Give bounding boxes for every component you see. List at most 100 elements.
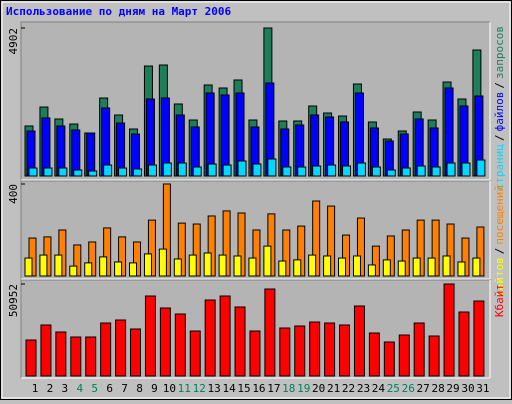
bar	[222, 164, 232, 177]
x-tick-label: 4	[76, 382, 83, 395]
bar	[69, 265, 78, 277]
bar	[353, 305, 365, 377]
bar	[443, 283, 455, 377]
x-tick-label: 10	[163, 382, 176, 395]
x-tick-label: 5	[91, 382, 98, 395]
bar	[70, 336, 82, 377]
x-tick-label: 7	[121, 382, 128, 395]
x-tick-label: 22	[342, 382, 355, 395]
bar	[40, 324, 52, 377]
bar	[86, 132, 96, 177]
bar	[162, 162, 172, 177]
x-tick-label: 23	[357, 382, 370, 395]
bar	[129, 262, 138, 277]
x-tick-label: 25	[387, 382, 400, 395]
legend-entry: файлов	[493, 92, 506, 132]
x-tick-label: 27	[417, 382, 430, 395]
x-tick-label: 16	[252, 382, 265, 395]
bar	[145, 98, 155, 177]
x-tick-label: 2	[47, 382, 54, 395]
bar	[189, 330, 201, 377]
x-tick-label: 6	[106, 382, 113, 395]
legend: страниц / файлов / запросов	[493, 26, 506, 190]
bar	[207, 163, 217, 177]
bar	[203, 252, 212, 277]
legend: сайтов / посещений	[493, 185, 506, 297]
bar	[188, 254, 197, 277]
bar	[371, 166, 381, 177]
bar	[159, 307, 171, 377]
bar	[309, 321, 321, 377]
bar	[84, 262, 93, 277]
x-tick-label: 19	[297, 382, 310, 395]
bar	[100, 322, 112, 377]
x-tick-label: 14	[222, 382, 236, 395]
bar	[173, 258, 182, 277]
y-tick-label: 4902	[7, 28, 20, 55]
bar	[264, 288, 276, 377]
bar	[39, 254, 48, 277]
bar	[352, 255, 361, 277]
bar	[323, 255, 332, 277]
bar	[338, 257, 347, 277]
bar	[368, 332, 380, 377]
x-tick-label: 15	[237, 382, 250, 395]
x-tick-label: 13	[208, 382, 221, 395]
bar	[233, 255, 242, 277]
x-tick-label: 8	[136, 382, 143, 395]
bar	[192, 166, 202, 177]
bar	[356, 162, 366, 177]
bar	[282, 166, 292, 177]
bar	[297, 166, 307, 177]
bar	[133, 168, 143, 177]
bar	[252, 163, 262, 177]
bar	[446, 162, 456, 177]
legend-entry: сайтов	[493, 257, 506, 297]
bar	[218, 254, 227, 277]
bar	[43, 167, 53, 177]
bar	[461, 162, 471, 177]
legend: Кбайт	[493, 284, 506, 317]
bar	[342, 165, 352, 177]
bar	[457, 261, 466, 277]
y-tick-label: 400	[7, 184, 20, 204]
bar	[237, 160, 247, 177]
bar	[55, 331, 67, 377]
bar	[397, 260, 406, 277]
x-tick-label: 18	[282, 382, 295, 395]
bar	[324, 322, 336, 377]
bar	[114, 261, 123, 277]
bar	[249, 330, 261, 377]
bar	[103, 164, 113, 177]
bar	[143, 253, 152, 277]
bar	[85, 336, 97, 377]
x-tick-label: 3	[62, 382, 69, 395]
bar	[442, 255, 451, 277]
bar	[293, 259, 302, 277]
bar	[383, 341, 395, 377]
x-tick-label: 28	[431, 382, 444, 395]
x-tick-label: 29	[446, 382, 459, 395]
bar	[476, 159, 486, 177]
bar	[144, 295, 156, 377]
bar	[427, 257, 436, 277]
bar	[158, 248, 167, 277]
y-tick-label: 50952	[7, 284, 20, 317]
bar	[28, 167, 38, 177]
bar	[413, 322, 425, 377]
legend-separator: /	[493, 248, 506, 255]
x-tick-label: 11	[178, 382, 191, 395]
bar	[386, 169, 396, 177]
bar	[308, 254, 317, 277]
bar	[473, 300, 485, 377]
bar	[472, 257, 481, 277]
bar	[416, 165, 426, 177]
bar	[115, 319, 127, 377]
x-tick-label: 12	[193, 382, 206, 395]
bar	[248, 257, 257, 277]
legend-separator: /	[493, 134, 506, 141]
bar	[147, 164, 157, 177]
bar	[130, 328, 142, 377]
